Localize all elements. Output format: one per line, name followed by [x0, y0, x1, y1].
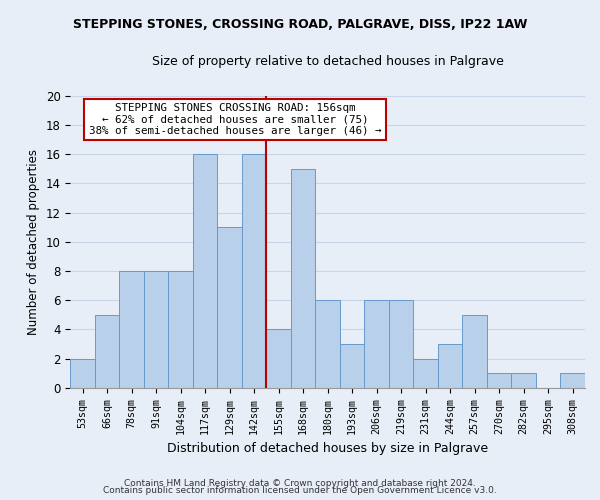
- Bar: [119, 271, 144, 388]
- Bar: [511, 374, 536, 388]
- Bar: [144, 271, 169, 388]
- Bar: [364, 300, 389, 388]
- Title: Size of property relative to detached houses in Palgrave: Size of property relative to detached ho…: [152, 55, 503, 68]
- Bar: [316, 300, 340, 388]
- Y-axis label: Number of detached properties: Number of detached properties: [27, 149, 40, 335]
- Bar: [95, 315, 119, 388]
- Text: STEPPING STONES CROSSING ROAD: 156sqm
← 62% of detached houses are smaller (75)
: STEPPING STONES CROSSING ROAD: 156sqm ← …: [89, 103, 381, 136]
- Bar: [487, 374, 511, 388]
- Text: Contains public sector information licensed under the Open Government Licence v3: Contains public sector information licen…: [103, 486, 497, 495]
- Bar: [291, 168, 316, 388]
- X-axis label: Distribution of detached houses by size in Palgrave: Distribution of detached houses by size …: [167, 442, 488, 455]
- Bar: [266, 330, 291, 388]
- Bar: [217, 227, 242, 388]
- Bar: [169, 271, 193, 388]
- Bar: [193, 154, 217, 388]
- Bar: [389, 300, 413, 388]
- Bar: [560, 374, 585, 388]
- Text: STEPPING STONES, CROSSING ROAD, PALGRAVE, DISS, IP22 1AW: STEPPING STONES, CROSSING ROAD, PALGRAVE…: [73, 18, 527, 30]
- Bar: [70, 358, 95, 388]
- Bar: [463, 315, 487, 388]
- Bar: [413, 358, 438, 388]
- Bar: [438, 344, 463, 388]
- Bar: [340, 344, 364, 388]
- Text: Contains HM Land Registry data © Crown copyright and database right 2024.: Contains HM Land Registry data © Crown c…: [124, 478, 476, 488]
- Bar: [242, 154, 266, 388]
